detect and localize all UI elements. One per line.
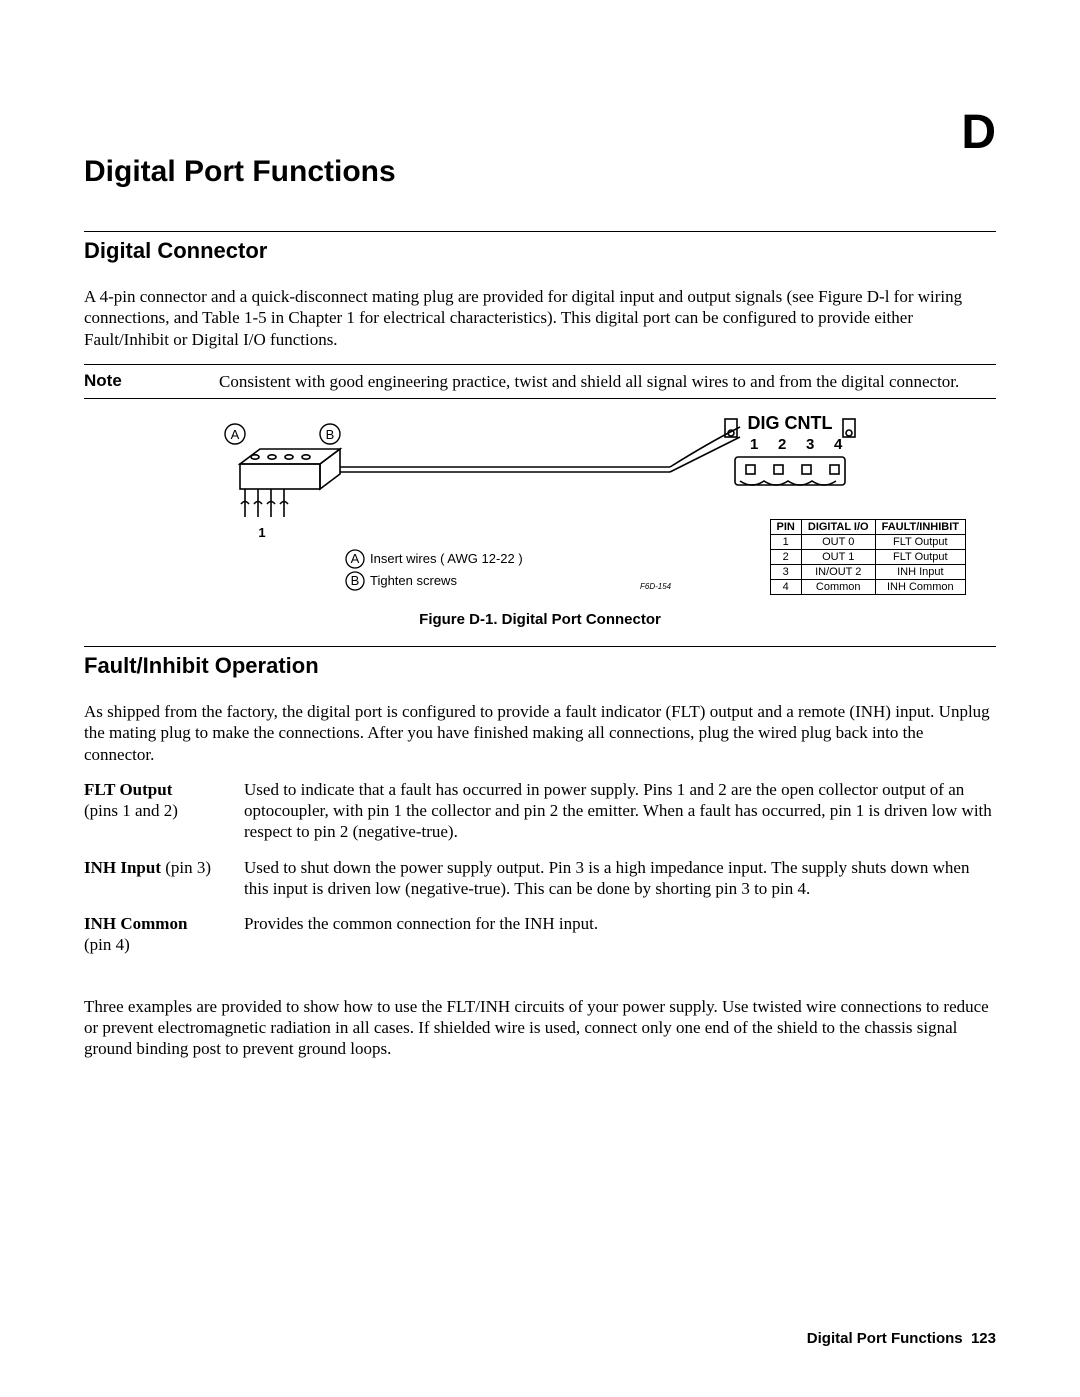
- figure-caption: Figure D-1. Digital Port Connector: [84, 611, 996, 628]
- figure-legend-b: Tighten screws: [370, 573, 457, 588]
- svg-text:4: 4: [834, 436, 843, 453]
- definitions-list: FLT Output (pins 1 and 2) Used to indica…: [84, 779, 996, 956]
- table-row: 3 IN/OUT 2 INH Input: [770, 565, 965, 580]
- note-text: Consistent with good engineering practic…: [219, 371, 996, 392]
- footer-title: Digital Port Functions: [807, 1330, 963, 1347]
- def-term: FLT Output (pins 1 and 2): [84, 779, 234, 843]
- def-body: Used to shut down the power supply outpu…: [244, 857, 996, 900]
- figure-partno: F6D-154: [640, 582, 672, 591]
- footer-page: 123: [971, 1330, 996, 1347]
- def-row: INH Input (pin 3) Used to shut down the …: [84, 857, 996, 900]
- figure-legend-a: Insert wires ( AWG 12-22 ): [370, 551, 523, 566]
- svg-text:1: 1: [750, 436, 758, 453]
- section-heading-fault: Fault/Inhibit Operation: [84, 653, 996, 679]
- note-block: Note Consistent with good engineering pr…: [84, 364, 996, 399]
- svg-text:B: B: [351, 573, 360, 588]
- pin-table: PIN DIGITAL I/O FAULT/INHIBIT 1 OUT 0 FL…: [770, 519, 966, 595]
- section-heading-connector: Digital Connector: [84, 238, 996, 264]
- appendix-letter: D: [961, 105, 996, 160]
- figure-marker-a: A: [231, 427, 240, 442]
- pin-col-fi: FAULT/INHIBIT: [875, 520, 965, 535]
- svg-text:A: A: [351, 551, 360, 566]
- table-row: 4 Common INH Common: [770, 580, 965, 595]
- svg-text:2: 2: [778, 436, 786, 453]
- figure-d1: A B 1 A Insert wires ( AWG 12-22 ) B Tig…: [84, 409, 996, 595]
- figure-pin1-label: 1: [258, 525, 265, 540]
- section2-paragraph: As shipped from the factory, the digital…: [84, 701, 996, 765]
- def-row: INH Common (pin 4) Provides the common c…: [84, 913, 996, 956]
- section-rule: [84, 231, 996, 232]
- table-row: 1 OUT 0 FLT Output: [770, 535, 965, 550]
- def-row: FLT Output (pins 1 and 2) Used to indica…: [84, 779, 996, 843]
- table-row: 2 OUT 1 FLT Output: [770, 550, 965, 565]
- note-label: Note: [84, 371, 179, 392]
- def-term: INH Input (pin 3): [84, 857, 234, 900]
- figure-marker-b: B: [326, 427, 335, 442]
- page-footer: Digital Port Functions 123: [807, 1330, 996, 1347]
- def-body: Used to indicate that a fault has occurr…: [244, 779, 996, 843]
- section1-paragraph: A 4-pin connector and a quick-disconnect…: [84, 286, 996, 350]
- def-body: Provides the common connection for the I…: [244, 913, 996, 956]
- def-term: INH Common (pin 4): [84, 913, 234, 956]
- svg-text:3: 3: [806, 436, 814, 453]
- pin-col-pin: PIN: [770, 520, 801, 535]
- closing-paragraph: Three examples are provided to show how …: [84, 996, 996, 1060]
- section-rule-2: [84, 646, 996, 647]
- page-title: Digital Port Functions: [84, 155, 996, 189]
- dig-cntl-label: DIG CNTL: [748, 413, 833, 433]
- pin-col-dio: DIGITAL I/O: [801, 520, 875, 535]
